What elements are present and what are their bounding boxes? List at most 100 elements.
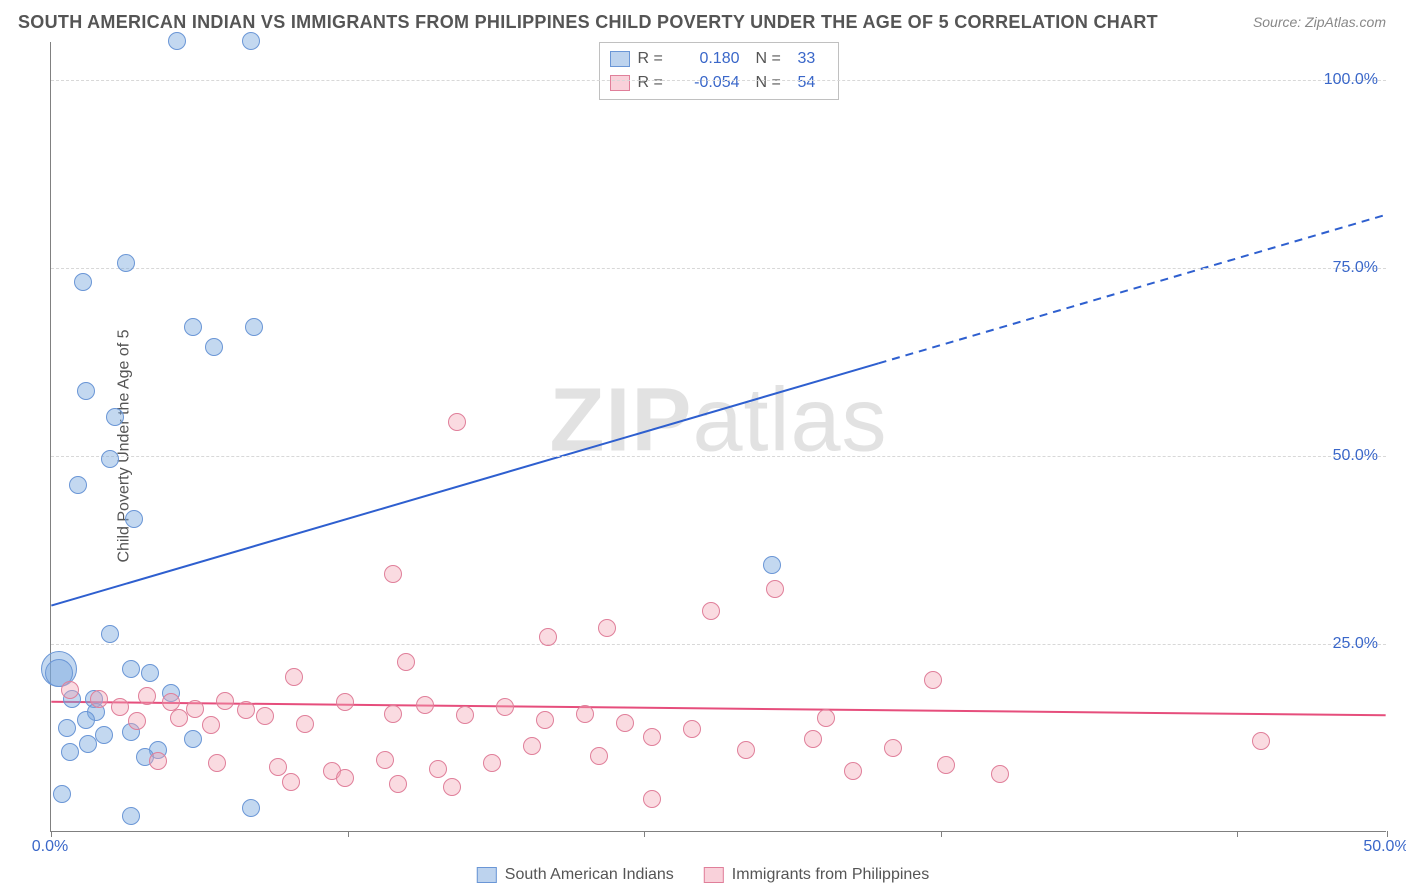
data-point: [242, 32, 260, 50]
data-point: [296, 715, 314, 733]
data-point: [924, 671, 942, 689]
data-point: [101, 450, 119, 468]
data-point: [576, 705, 594, 723]
data-point: [429, 760, 447, 778]
data-point: [590, 747, 608, 765]
data-point: [937, 756, 955, 774]
data-point: [125, 510, 143, 528]
y-tick-label: 25.0%: [1333, 635, 1378, 653]
y-tick-label: 100.0%: [1324, 71, 1378, 89]
data-point: [117, 254, 135, 272]
x-tick: [51, 831, 52, 837]
data-point: [737, 741, 755, 759]
data-point: [336, 769, 354, 787]
x-tick: [941, 831, 942, 837]
data-point: [384, 705, 402, 723]
data-point: [141, 664, 159, 682]
series-legend: South American Indians Immigrants from P…: [477, 866, 929, 884]
data-point: [237, 701, 255, 719]
n-value-pink: 54: [798, 74, 828, 92]
data-point: [53, 785, 71, 803]
data-point: [69, 476, 87, 494]
r-value-blue: 0.180: [680, 50, 740, 68]
data-point: [122, 660, 140, 678]
gridline: [51, 268, 1386, 269]
data-point: [162, 693, 180, 711]
legend-row-blue: R = 0.180 N = 33: [610, 47, 828, 71]
y-tick-label: 50.0%: [1333, 447, 1378, 465]
x-tick-label: 0.0%: [32, 838, 68, 856]
data-point: [202, 716, 220, 734]
n-label: N =: [756, 74, 790, 92]
data-point: [598, 619, 616, 637]
data-point: [384, 565, 402, 583]
y-tick-label: 75.0%: [1333, 259, 1378, 277]
legend-item-blue: South American Indians: [477, 866, 674, 884]
data-point: [448, 413, 466, 431]
correlation-legend: R = 0.180 N = 33 R = -0.054 N = 54: [599, 42, 839, 100]
n-value-blue: 33: [798, 50, 828, 68]
data-point: [101, 625, 119, 643]
data-point: [245, 318, 263, 336]
legend-item-pink: Immigrants from Philippines: [704, 866, 929, 884]
data-point: [111, 698, 129, 716]
data-point: [376, 751, 394, 769]
data-point: [416, 696, 434, 714]
data-point: [389, 775, 407, 793]
gridline: [51, 644, 1386, 645]
data-point: [536, 711, 554, 729]
chart-title: SOUTH AMERICAN INDIAN VS IMMIGRANTS FROM…: [18, 12, 1158, 33]
data-point: [106, 408, 124, 426]
scatter-plot-area: ZIPatlas R = 0.180 N = 33 R = -0.054 N =…: [50, 42, 1386, 832]
data-point: [90, 690, 108, 708]
data-point: [844, 762, 862, 780]
data-point: [216, 692, 234, 710]
x-tick: [644, 831, 645, 837]
data-point: [184, 318, 202, 336]
x-tick: [1237, 831, 1238, 837]
x-tick-label: 50.0%: [1363, 838, 1406, 856]
data-point: [397, 653, 415, 671]
x-tick: [1387, 831, 1388, 837]
r-label: R =: [638, 50, 672, 68]
source-name: ZipAtlas.com: [1305, 14, 1386, 30]
data-point: [702, 602, 720, 620]
data-point: [138, 687, 156, 705]
data-point: [817, 709, 835, 727]
data-point: [128, 712, 146, 730]
data-point: [643, 728, 661, 746]
data-point: [61, 743, 79, 761]
data-point: [763, 556, 781, 574]
data-point: [205, 338, 223, 356]
data-point: [184, 730, 202, 748]
data-point: [208, 754, 226, 772]
data-point: [122, 807, 140, 825]
data-point: [269, 758, 287, 776]
data-point: [74, 273, 92, 291]
data-point: [186, 700, 204, 718]
gridline: [51, 80, 1386, 81]
data-point: [483, 754, 501, 772]
data-point: [79, 735, 97, 753]
data-point: [804, 730, 822, 748]
data-point: [683, 720, 701, 738]
source-prefix: Source:: [1253, 14, 1305, 30]
data-point: [95, 726, 113, 744]
swatch-pink-icon: [610, 75, 630, 91]
data-point: [61, 681, 79, 699]
data-point: [168, 32, 186, 50]
data-point: [456, 706, 474, 724]
data-point: [523, 737, 541, 755]
data-point: [643, 790, 661, 808]
data-point: [539, 628, 557, 646]
data-point: [1252, 732, 1270, 750]
data-point: [77, 382, 95, 400]
legend-row-pink: R = -0.054 N = 54: [610, 71, 828, 95]
data-point: [496, 698, 514, 716]
data-point: [336, 693, 354, 711]
n-label: N =: [756, 50, 790, 68]
swatch-pink-icon: [704, 867, 724, 883]
legend-label-blue: South American Indians: [505, 866, 674, 884]
legend-label-pink: Immigrants from Philippines: [732, 866, 929, 884]
r-label: R =: [638, 74, 672, 92]
